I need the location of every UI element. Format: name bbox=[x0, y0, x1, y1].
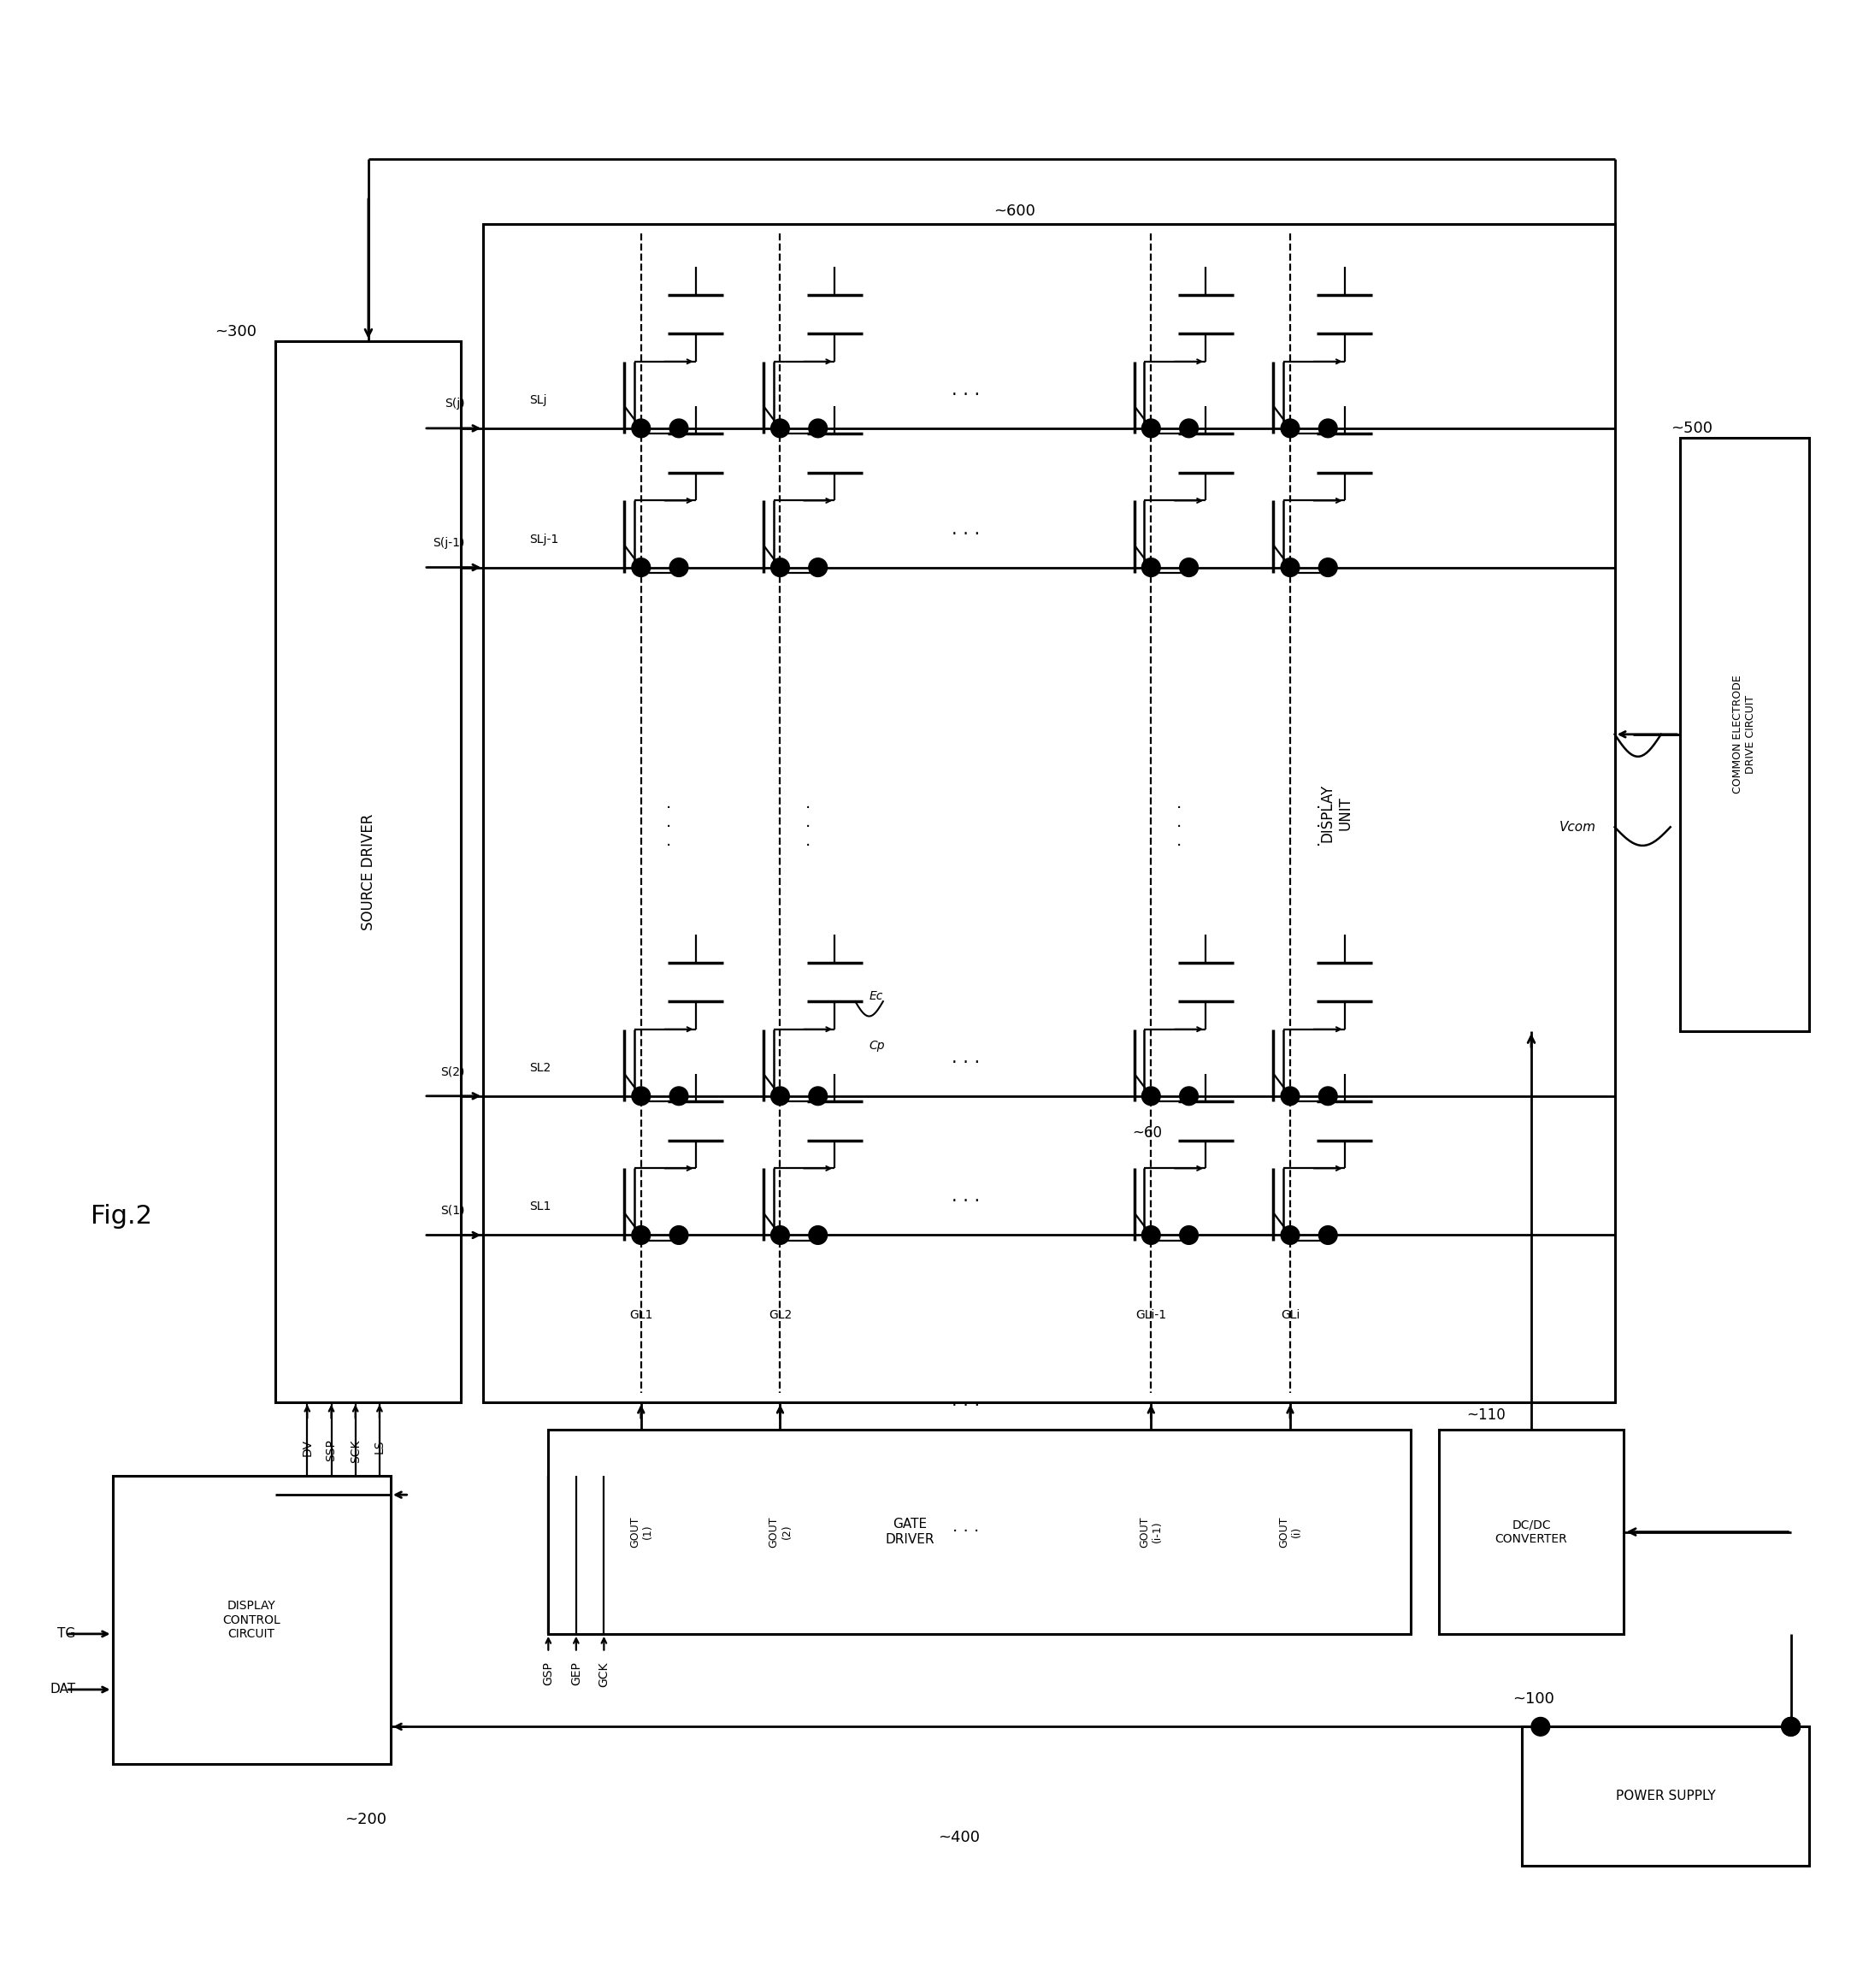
Circle shape bbox=[1781, 1718, 1799, 1736]
Bar bbox=[275, 342, 461, 1402]
Circle shape bbox=[1318, 559, 1337, 577]
Circle shape bbox=[1318, 1227, 1337, 1244]
Circle shape bbox=[1281, 419, 1300, 437]
Text: Ec: Ec bbox=[869, 990, 884, 1002]
Text: SCK: SCK bbox=[349, 1439, 362, 1463]
Circle shape bbox=[1532, 1718, 1551, 1736]
Text: ~200: ~200 bbox=[344, 1811, 386, 1827]
Circle shape bbox=[1781, 1718, 1799, 1736]
Circle shape bbox=[1179, 419, 1198, 437]
Text: ·
·
·: · · · bbox=[667, 799, 672, 855]
Circle shape bbox=[631, 419, 650, 437]
Circle shape bbox=[1142, 419, 1161, 437]
Text: SOURCE DRIVER: SOURCE DRIVER bbox=[360, 813, 377, 930]
Text: DISPLAY
UNIT: DISPLAY UNIT bbox=[1320, 783, 1354, 843]
Text: DV: DV bbox=[301, 1439, 314, 1457]
Text: GEP: GEP bbox=[570, 1662, 581, 1686]
Text: ·
·
·: · · · bbox=[1315, 799, 1320, 855]
Bar bbox=[483, 225, 1616, 1402]
Text: COMMON ELECTRODE
DRIVE CIRCUIT: COMMON ELECTRODE DRIVE CIRCUIT bbox=[1733, 676, 1757, 793]
Text: GOUT
(i-1): GOUT (i-1) bbox=[1138, 1517, 1162, 1547]
Text: S(1): S(1) bbox=[440, 1205, 464, 1217]
Text: DC/DC
CONVERTER: DC/DC CONVERTER bbox=[1495, 1519, 1567, 1545]
Circle shape bbox=[670, 1087, 689, 1105]
Circle shape bbox=[771, 1087, 789, 1105]
Text: POWER SUPPLY: POWER SUPPLY bbox=[1616, 1789, 1716, 1803]
Text: SL1: SL1 bbox=[529, 1201, 552, 1213]
Text: · · ·: · · · bbox=[951, 1398, 980, 1413]
Text: S(j-1): S(j-1) bbox=[433, 537, 464, 549]
Bar bbox=[548, 1429, 1411, 1634]
Circle shape bbox=[631, 1227, 650, 1244]
Text: ~500: ~500 bbox=[1669, 421, 1712, 435]
Circle shape bbox=[1179, 559, 1198, 577]
Bar bbox=[1523, 1728, 1809, 1867]
Text: GL2: GL2 bbox=[769, 1310, 791, 1322]
Text: LS: LS bbox=[373, 1439, 386, 1453]
Circle shape bbox=[1281, 1087, 1300, 1105]
Bar bbox=[1439, 1429, 1625, 1634]
Text: ~300: ~300 bbox=[214, 324, 256, 340]
Text: · · ·: · · · bbox=[951, 525, 980, 543]
Text: GCK: GCK bbox=[598, 1662, 609, 1688]
Circle shape bbox=[771, 1227, 789, 1244]
Circle shape bbox=[1318, 1087, 1337, 1105]
Text: GATE
DRIVER: GATE DRIVER bbox=[886, 1519, 934, 1547]
Text: GOUT
(i): GOUT (i) bbox=[1278, 1517, 1302, 1547]
Circle shape bbox=[808, 419, 826, 437]
Text: · · ·: · · · bbox=[951, 386, 980, 404]
Text: ~600: ~600 bbox=[993, 203, 1034, 219]
Circle shape bbox=[1179, 1227, 1198, 1244]
Circle shape bbox=[771, 419, 789, 437]
Text: SLj: SLj bbox=[529, 394, 548, 406]
Circle shape bbox=[808, 1227, 826, 1244]
Circle shape bbox=[1281, 1227, 1300, 1244]
Text: ·
·
·: · · · bbox=[806, 799, 812, 855]
Text: DAT: DAT bbox=[50, 1684, 76, 1696]
Circle shape bbox=[670, 559, 689, 577]
Text: ·
·
·: · · · bbox=[1175, 799, 1181, 855]
Text: GOUT
(1): GOUT (1) bbox=[630, 1517, 654, 1547]
Text: · · ·: · · · bbox=[951, 1193, 980, 1211]
Circle shape bbox=[1142, 1087, 1161, 1105]
Text: ~400: ~400 bbox=[938, 1831, 980, 1845]
Circle shape bbox=[1281, 559, 1300, 577]
Text: TG: TG bbox=[58, 1628, 76, 1640]
Circle shape bbox=[670, 419, 689, 437]
Text: ~100: ~100 bbox=[1513, 1692, 1554, 1706]
Bar bbox=[1679, 437, 1809, 1032]
Circle shape bbox=[1318, 419, 1337, 437]
Circle shape bbox=[808, 559, 826, 577]
Text: GSP: GSP bbox=[542, 1662, 553, 1686]
Text: S(j): S(j) bbox=[444, 398, 464, 410]
Text: ~60: ~60 bbox=[1133, 1125, 1162, 1141]
Circle shape bbox=[771, 559, 789, 577]
Circle shape bbox=[631, 1087, 650, 1105]
Text: GL1: GL1 bbox=[630, 1310, 654, 1322]
Text: GOUT
(2): GOUT (2) bbox=[769, 1517, 793, 1547]
Text: · · ·: · · · bbox=[953, 1523, 979, 1541]
Text: GLi-1: GLi-1 bbox=[1136, 1310, 1166, 1322]
Circle shape bbox=[808, 1087, 826, 1105]
Text: SLj-1: SLj-1 bbox=[529, 533, 559, 545]
Text: Cp: Cp bbox=[869, 1040, 886, 1052]
Text: Fig.2: Fig.2 bbox=[91, 1205, 152, 1229]
Circle shape bbox=[631, 559, 650, 577]
Bar bbox=[113, 1477, 390, 1763]
Circle shape bbox=[1142, 559, 1161, 577]
Text: SSP: SSP bbox=[325, 1439, 338, 1461]
Circle shape bbox=[1179, 1087, 1198, 1105]
Text: ~110: ~110 bbox=[1467, 1408, 1506, 1423]
Circle shape bbox=[670, 1227, 689, 1244]
Text: GLi: GLi bbox=[1281, 1310, 1300, 1322]
Text: DISPLAY
CONTROL
CIRCUIT: DISPLAY CONTROL CIRCUIT bbox=[223, 1600, 280, 1640]
Text: S(2): S(2) bbox=[440, 1066, 464, 1077]
Text: · · ·: · · · bbox=[951, 1054, 980, 1072]
Text: SL2: SL2 bbox=[529, 1062, 552, 1074]
Circle shape bbox=[1142, 1227, 1161, 1244]
Text: Vcom: Vcom bbox=[1560, 821, 1597, 833]
